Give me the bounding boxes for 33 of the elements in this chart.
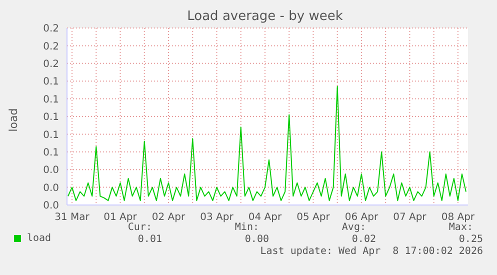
text: Max: [448,222,473,233]
x-tick-label: 01 Apr [104,212,138,224]
text: Avg: [340,222,366,233]
legend-label: load [27,233,52,244]
y-tick-label: 0.2 [43,58,59,70]
text: Cur: [128,222,152,233]
text: Last update: Wed Apr 8 17:00:02 2026 [260,246,483,257]
chart-title: Load average - by week [186,9,344,24]
y-tick-label: 0.0 [43,200,59,212]
y-tick-label: 0.1 [43,147,59,158]
text: 0.02 [350,234,376,245]
x-tick-label: 06 Apr [344,212,379,224]
x-tick-label: 31 Mar [54,212,90,224]
line-series [68,86,466,202]
x-tick-label: 08 Apr [441,212,476,224]
y-tick-label: 0.1 [43,112,59,124]
y-axis-title: load [6,108,21,132]
y-tick-label: 0.0 [43,165,59,176]
y-tick-label: 0.1 [43,130,59,141]
x-tick-label: 05 Apr [296,212,331,224]
y-tick-label: 0.1 [43,94,59,106]
x-tick-label: 03 Apr [200,212,234,224]
y-tick-label: 0.0 [43,182,59,194]
y-tick-label: 0.2 [43,41,59,52]
y-tick-label: 0.2 [43,24,59,35]
text: 0.00 [244,234,269,245]
text: 0.01 [136,234,162,245]
x-tick-label: 07 Apr [393,212,428,224]
x-tick-label: 02 Apr [152,212,186,224]
text: Min: [234,222,259,233]
y-tick-label: 0.1 [43,76,59,88]
x-tick-label: 04 Apr [248,212,282,224]
text: 0.25 [458,234,483,245]
